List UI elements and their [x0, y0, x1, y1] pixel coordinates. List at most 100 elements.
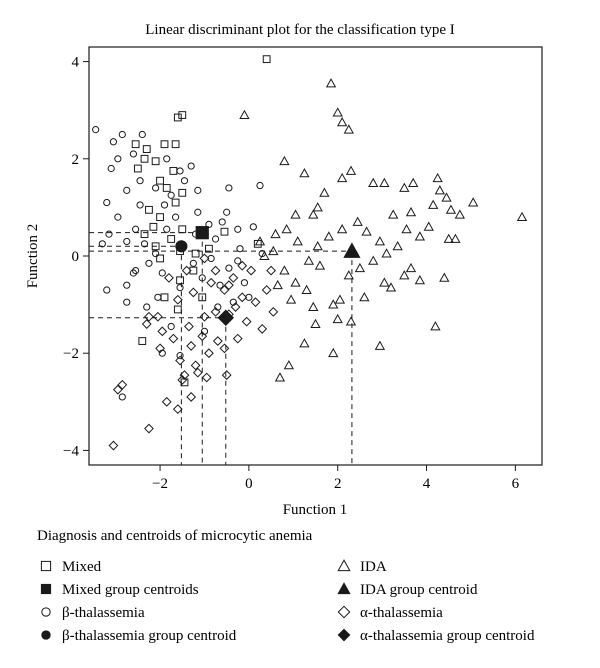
- diamond-point: [117, 379, 128, 390]
- legend-square-filled-icon: [40, 583, 52, 595]
- circle-point: [123, 298, 131, 306]
- circle-point: [214, 303, 222, 311]
- square-point: [151, 242, 160, 251]
- diamond-point: [204, 348, 214, 359]
- circle-point: [123, 186, 131, 194]
- triangle-point: [239, 109, 250, 119]
- triangle-point: [334, 294, 346, 304]
- square-point: [178, 111, 187, 119]
- triangle-point: [268, 245, 279, 256]
- circle-point: [163, 155, 171, 163]
- circle-point: [158, 349, 166, 357]
- square-point: [149, 222, 158, 231]
- circle-point: [194, 208, 202, 216]
- diamond-point: [190, 360, 201, 371]
- square-point: [171, 198, 180, 207]
- legend-label: β-thalassemia group centroid: [62, 628, 237, 644]
- triangle-point: [359, 291, 370, 302]
- circle-point: [176, 352, 184, 360]
- triangle-point: [345, 165, 357, 175]
- triangle-point: [328, 299, 339, 309]
- triangle-point: [432, 172, 443, 183]
- y-axis-label: Function 2: [25, 224, 41, 289]
- diamond-point: [172, 294, 183, 305]
- triangle-point: [281, 223, 292, 234]
- x-axis: −2 0 2 4 6: [152, 465, 520, 492]
- diamond-point: [232, 333, 243, 344]
- square-point: [133, 164, 142, 173]
- circle-point: [225, 264, 233, 272]
- square-point: [171, 140, 180, 149]
- triangle-point: [290, 209, 301, 219]
- diamond-point: [266, 265, 276, 276]
- triangle-point: [405, 262, 417, 273]
- triangle-point: [285, 294, 297, 304]
- circle-point: [205, 220, 213, 229]
- x-tick-label: 6: [512, 476, 520, 492]
- diamond-point: [161, 396, 172, 407]
- triangle-point: [308, 301, 319, 311]
- triangle-point: [430, 321, 441, 331]
- circle-point: [167, 322, 175, 331]
- triangle-point: [325, 78, 337, 88]
- x-tick-label: 0: [245, 476, 253, 492]
- diamond-point: [186, 341, 197, 351]
- triangle-point: [332, 313, 343, 324]
- triangle-point: [352, 216, 363, 226]
- triangle-point: [283, 360, 295, 370]
- diamond-point: [201, 372, 212, 383]
- y-tick-label: 0: [72, 249, 80, 265]
- triangle-point: [314, 260, 326, 270]
- triangle-point: [336, 223, 348, 234]
- diamond-point: [241, 316, 252, 327]
- diamond-point: [184, 321, 194, 332]
- circle-point: [118, 130, 126, 139]
- diamond-point: [212, 336, 223, 346]
- circle-point: [132, 225, 140, 233]
- triangle-point: [279, 155, 290, 166]
- triangle-point: [272, 279, 283, 290]
- legend: Mixed IDA Mixed group centroids IDA group c…: [40, 559, 535, 644]
- group-centroids: [175, 226, 361, 326]
- triangle-point: [292, 236, 303, 246]
- square-point: [160, 293, 169, 302]
- triangle-point: [328, 347, 339, 358]
- triangle-point: [361, 226, 372, 236]
- triangle-point: [379, 177, 390, 188]
- y-tick-label: −2: [63, 346, 79, 362]
- triangle-point: [428, 199, 439, 209]
- square-point: [178, 188, 187, 197]
- triangle-point: [259, 250, 270, 260]
- diamond-point: [206, 277, 217, 288]
- triangle-point: [405, 206, 417, 217]
- square-point: [151, 157, 160, 166]
- legend-label: Mixed: [62, 559, 102, 575]
- triangle-point: [408, 177, 419, 188]
- triangle-point: [279, 265, 290, 275]
- circle-point: [129, 150, 138, 158]
- y-tick-label: −4: [63, 443, 79, 459]
- circle-point: [105, 230, 113, 238]
- triangle-point: [399, 270, 410, 280]
- circle-point: [145, 259, 153, 267]
- square-point: [173, 305, 182, 314]
- circle-point: [114, 213, 122, 221]
- triangle-point: [312, 240, 323, 251]
- legend-triangle-open-icon: [337, 559, 351, 572]
- diamond-point: [108, 440, 119, 451]
- square-point: [160, 140, 169, 149]
- square-point: [131, 140, 140, 149]
- triangle-point: [414, 274, 426, 285]
- diamond-point: [199, 311, 210, 322]
- square-point: [156, 254, 164, 263]
- circle-point: [118, 393, 126, 401]
- plot-area: −2 0 2 4 6 −4 −2 0 2 4: [63, 46, 543, 492]
- circle-point: [218, 218, 226, 226]
- diamond-point: [197, 331, 208, 342]
- triangle-point: [290, 277, 301, 287]
- square-point: [167, 235, 176, 243]
- circle-point: [176, 283, 184, 292]
- diamond-point: [164, 272, 174, 283]
- legend-title: Diagnosis and centroids of microcytic an…: [37, 528, 313, 544]
